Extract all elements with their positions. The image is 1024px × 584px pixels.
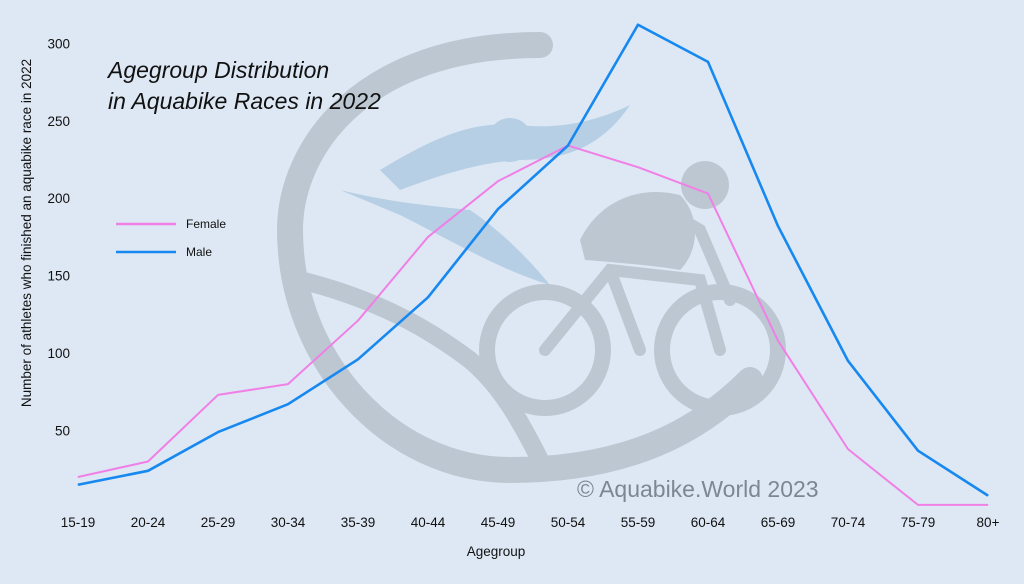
x-tick-label: 60-64 — [691, 515, 726, 530]
data-point-male — [427, 296, 429, 298]
y-tick-label: 300 — [47, 36, 70, 51]
y-tick-label: 200 — [47, 191, 70, 206]
data-point-female — [987, 504, 989, 506]
data-point-male — [77, 484, 79, 486]
data-point-female — [357, 320, 359, 322]
data-point-female — [497, 180, 499, 182]
data-point-male — [707, 61, 709, 63]
y-tick-label: 150 — [47, 269, 70, 284]
series-line-female — [77, 144, 988, 506]
data-point-male — [917, 450, 919, 452]
series-line-male — [77, 23, 989, 497]
data-point-female — [847, 448, 849, 450]
y-tick-label: 100 — [47, 346, 70, 361]
y-tick-label: 50 — [55, 424, 70, 439]
x-axis-ticks: 15-19 20-24 25-29 30-34 35-39 40-44 45-49 50-54… — [61, 515, 1000, 530]
copyright-watermark: © Aquabike.World 2023 — [577, 476, 819, 502]
x-tick-label: 65-69 — [761, 515, 796, 530]
chart-title-line-1: Agegroup Distribution — [106, 57, 329, 83]
x-tick-label: 45-49 — [481, 515, 516, 530]
x-tick-label: 30-34 — [271, 515, 306, 530]
data-point-female — [637, 166, 639, 168]
data-point-male — [147, 470, 149, 472]
y-axis-ticks: 50 100 150 200 250 300 — [47, 36, 70, 438]
aquabike-logo-watermark — [276, 32, 786, 484]
data-point-male — [497, 208, 499, 210]
data-point-female — [777, 340, 779, 342]
data-point-female — [917, 504, 919, 506]
legend-label-female: Female — [186, 217, 226, 231]
data-point-male — [357, 358, 359, 360]
data-point-female — [287, 383, 289, 385]
y-tick-label: 250 — [47, 114, 70, 129]
data-point-female — [707, 193, 709, 195]
data-point-male — [847, 360, 849, 362]
x-tick-label: 50-54 — [551, 515, 586, 530]
legend-label-male: Male — [186, 245, 212, 259]
x-tick-label: 40-44 — [411, 515, 446, 530]
series-lines — [77, 23, 989, 506]
x-tick-label: 55-59 — [621, 515, 656, 530]
data-point-male — [637, 24, 639, 26]
data-point-male — [217, 431, 219, 433]
x-tick-label: 80+ — [977, 515, 1000, 530]
x-tick-label: 70-74 — [831, 515, 866, 530]
x-tick-label: 15-19 — [61, 515, 96, 530]
data-point-male — [777, 225, 779, 227]
data-point-female — [217, 394, 219, 396]
data-point-male — [567, 145, 569, 147]
x-tick-label: 75-79 — [901, 515, 936, 530]
y-axis-title: Number of athletes who finished an aquab… — [19, 59, 34, 407]
legend: Female Male — [116, 217, 226, 259]
x-tick-label: 25-29 — [201, 515, 236, 530]
data-point-female — [147, 461, 149, 463]
data-point-male — [287, 403, 289, 405]
x-axis-title: Agegroup — [467, 544, 526, 559]
data-point-female — [77, 476, 79, 478]
data-point-male — [987, 495, 989, 497]
data-point-female — [427, 236, 429, 238]
x-tick-label: 35-39 — [341, 515, 376, 530]
chart-title-line-2: in Aquabike Races in 2022 — [108, 88, 381, 114]
x-tick-label: 20-24 — [131, 515, 166, 530]
